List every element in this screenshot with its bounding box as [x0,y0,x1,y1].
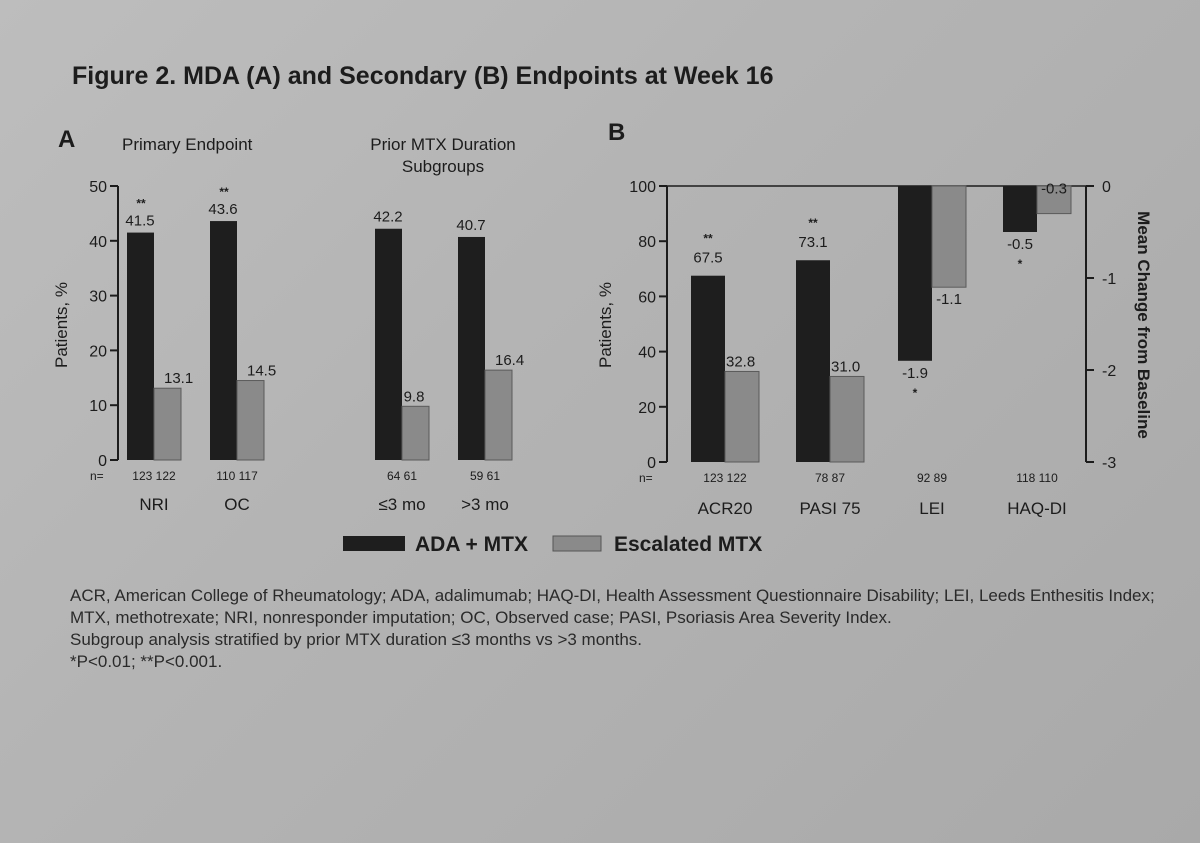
panel-a-n-count: 64 61 [387,469,417,483]
panel-a-subtitle-primary: Primary Endpoint [122,135,253,154]
panel-b-bar [898,186,932,361]
panel-a-bar [458,236,485,460]
footnote-subgroup: Subgroup analysis stratified by prior MT… [70,630,643,649]
panel-a-bar [484,369,513,461]
panel-a-letter: A [58,126,75,153]
panel-b-y-tick-label: 80 [638,234,656,251]
panel-a-category-label: OC [224,495,250,514]
panel-b-data-label: -0.3 [1041,181,1067,198]
panel-b-n-count: 78 87 [815,471,845,485]
panel-a-data-label: 42.2 [373,209,402,226]
panel-b-significance-marker: ** [703,232,713,246]
panel-a-bar [375,228,402,460]
panel-a-subtitle-subgroups-line2: Subgroups [402,157,484,176]
panel-a-data-label: 41.5 [125,213,154,230]
panel-b-y-tick-label: 100 [629,179,656,196]
panel-b-bar [1003,186,1037,232]
panel-b-category-label: ACR20 [698,499,753,518]
panel-a-significance-marker: ** [136,197,146,211]
panel-b-n-label: n= [639,471,653,485]
panel-a-subtitle-subgroups-line1: Prior MTX Duration [370,135,515,154]
legend: ADA + MTX Escalated MTX [343,533,762,556]
panel-b-data-label: 32.8 [726,353,755,370]
panel-b-bar [691,275,725,462]
panel-a-data-label: 40.7 [456,217,485,234]
panel-a-n-count: 123 122 [132,469,176,483]
panel-b-letter: B [608,119,625,146]
panel-a-data-label: 43.6 [208,201,237,218]
panel-a-bar [127,232,154,460]
panel-b-n-count: 92 89 [917,471,947,485]
panel-b-data-label: 31.0 [831,358,860,375]
panel-a-data-label: 9.8 [404,388,425,405]
figure-canvas: Figure 2. MDA (A) and Secondary (B) Endp… [52,62,1153,556]
panel-b-bar [1036,185,1072,215]
panel-a-n-count: 59 61 [470,469,500,483]
panel-a-bar [153,387,182,461]
panel-b-y2-tick-label: -1 [1102,271,1116,288]
panel-a-significance-marker: ** [219,185,229,199]
panel-b-y-tick-label: 40 [638,345,656,362]
panel-a-y-tick-label: 30 [89,289,107,306]
panel-a-category-label: NRI [139,495,168,514]
footnote-significance: *P<0.01; **P<0.001. [70,652,223,671]
panel-b-y2-tick-label: -3 [1102,455,1116,472]
panel-a-data-label: 14.5 [247,363,276,380]
legend-label-ada-mtx: ADA + MTX [415,533,528,556]
footnote-abbreviations: ACR, American College of Rheumatology; A… [70,586,1155,627]
panel-a-data-label: 16.4 [495,352,524,369]
panel-b-bar [829,375,865,463]
panel-a-y-tick-label: 20 [89,343,107,360]
panel-b-y2-axis-label: Mean Change from Baseline [1134,211,1153,439]
panel-b-category-label: LEI [919,499,945,518]
panel-b-n-count: 118 110 [1016,471,1058,485]
legend-swatch-escalated-mtx [552,535,602,552]
panel-a-y-tick-label: 50 [89,179,107,196]
panel-a-y-tick-label: 40 [89,234,107,251]
panel-a-category-label: >3 mo [461,495,509,514]
panel-b-y2-tick-label: -2 [1102,363,1116,380]
panel-b-data-label: 67.5 [693,250,722,267]
panel-b-data-label: -1.1 [936,291,962,308]
panel-b-category-label: PASI 75 [799,499,860,518]
panel-a-data-label: 13.1 [164,370,193,387]
panel-a-n-label: n= [90,469,104,483]
panel-b-y2-tick-label: 0 [1102,179,1111,196]
panel-a-y-tick-label: 10 [89,398,107,415]
panel-b-data-label: -0.5 [1007,236,1033,253]
panel-b-significance-marker: ** [808,216,818,230]
panel-b-y-tick-label: 0 [647,455,656,472]
panel-b-data-label: 73.1 [798,234,827,251]
panel-b-bar [931,185,967,288]
panel-a-bar [236,380,265,461]
panel-a-chart: 0 10 20 30 40 50 n= 41.5 ** 13.1 123 122 NRI 43.6 ** 1… [89,179,524,514]
legend-swatch-ada-mtx [343,536,405,551]
legend-label-escalated-mtx: Escalated MTX [614,533,762,556]
panel-b-data-label: -1.9 [902,365,928,382]
panel-b-y-tick-label: 20 [638,400,656,417]
panel-a-bar [210,221,237,460]
panel-b-bar [724,370,760,463]
panel-a-n-count: 110 117 [216,469,258,483]
footnotes: ACR, American College of Rheumatology; A… [70,585,1160,673]
figure-title: Figure 2. MDA (A) and Secondary (B) Endp… [72,62,774,90]
panel-b-y-tick-label: 60 [638,289,656,306]
panel-b-significance-marker: * [913,386,918,400]
panel-b-bar [796,260,830,462]
panel-b-y-axis-label: Patients, % [596,282,615,368]
panel-b-category-label: HAQ-DI [1007,499,1067,518]
panel-a-y-axis-label: Patients, % [52,282,71,368]
panel-b-n-count: 123 122 [703,471,747,485]
panel-a-bar [401,405,430,461]
panel-b-significance-marker: * [1018,257,1023,271]
panel-a-category-label: ≤3 mo [378,495,425,514]
panel-a-y-tick-label: 0 [98,453,107,470]
